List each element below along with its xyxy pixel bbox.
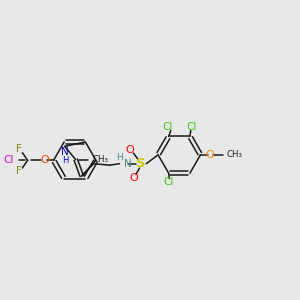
Text: F: F bbox=[16, 144, 22, 154]
Text: S: S bbox=[136, 157, 146, 170]
Text: Cl: Cl bbox=[164, 177, 174, 187]
Text: H: H bbox=[116, 153, 123, 162]
Text: O: O bbox=[125, 145, 134, 154]
Text: H: H bbox=[62, 156, 68, 165]
Text: Cl: Cl bbox=[3, 155, 14, 165]
Text: N: N bbox=[61, 147, 69, 157]
Text: F: F bbox=[16, 167, 22, 176]
Text: O: O bbox=[205, 150, 214, 160]
Text: O: O bbox=[129, 173, 138, 183]
Text: O: O bbox=[40, 155, 49, 165]
Text: CH₃: CH₃ bbox=[227, 150, 243, 159]
Text: N: N bbox=[124, 159, 132, 169]
Text: CH₃: CH₃ bbox=[93, 155, 109, 164]
Text: Cl: Cl bbox=[186, 122, 197, 132]
Text: Cl: Cl bbox=[162, 122, 172, 132]
